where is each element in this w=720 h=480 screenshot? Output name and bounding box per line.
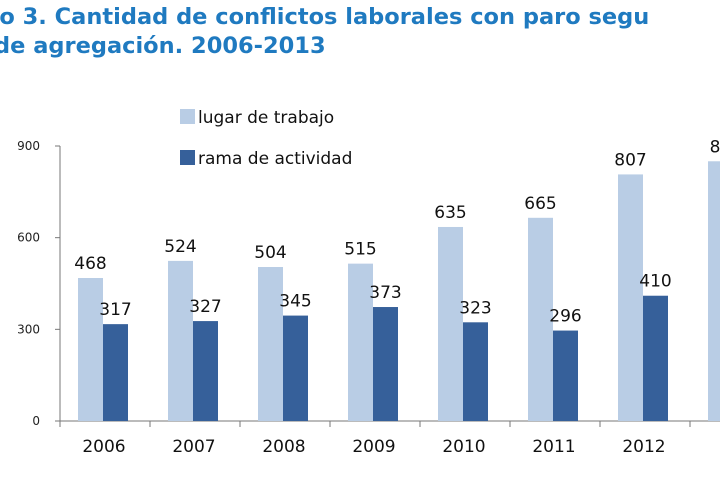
- y-tick-label: 600: [17, 231, 40, 245]
- bar-lugar-de-trabajo-2012: [618, 174, 643, 421]
- chart-title-line1: co 3. Cantidad de conflictos laborales c…: [0, 4, 650, 30]
- bar-rama-de-actividad-2010: [463, 322, 488, 421]
- bar-lugar-de-trabajo-2006: [78, 278, 103, 421]
- x-category-label: 2008: [262, 437, 305, 457]
- data-label: 345: [279, 292, 311, 312]
- data-label: 515: [344, 240, 376, 260]
- data-label: 410: [639, 272, 671, 292]
- data-label: 807: [614, 150, 646, 170]
- y-tick-label: 900: [17, 139, 40, 153]
- chart-title: co 3. Cantidad de conflictos laborales c…: [0, 0, 720, 64]
- data-label: 504: [254, 243, 286, 263]
- bar-lugar-de-trabajo-2010: [438, 226, 463, 421]
- x-category-label: 2012: [622, 437, 665, 457]
- bar-rama-de-actividad-2012: [643, 295, 668, 421]
- chart-title-line2: de agregación. 2006-2013: [0, 33, 326, 59]
- x-category-label: 2010: [442, 437, 485, 457]
- data-label: 317: [99, 300, 131, 320]
- x-category-label: 2009: [352, 437, 395, 457]
- bar-rama-de-actividad-2006: [103, 324, 128, 421]
- legend-label: rama de actividad: [198, 149, 352, 169]
- bar-lugar-de-trabajo-2011: [528, 217, 553, 421]
- data-label: 323: [459, 298, 491, 318]
- legend-swatch-rama-de-actividad: [180, 150, 195, 165]
- data-label: 635: [434, 203, 466, 223]
- legend-swatch-lugar-de-trabajo: [180, 109, 195, 124]
- x-category-label: 2007: [172, 437, 215, 457]
- bar-lugar-de-trabajo-2009: [348, 263, 373, 421]
- bar-rama-de-actividad-2008: [283, 315, 308, 421]
- bar-lugar-de-trabajo-2007: [168, 260, 193, 421]
- data-label: 524: [164, 237, 196, 257]
- data-label: 373: [369, 283, 401, 303]
- data-label: 296: [549, 307, 581, 327]
- x-category-label: 2006: [82, 437, 125, 457]
- data-label: 85: [710, 137, 720, 157]
- data-label: 665: [524, 194, 556, 214]
- bar-lugar-de-trabajo-2008: [258, 267, 283, 421]
- bar-lugar-de-trabajo-2013: [708, 161, 720, 421]
- y-tick-label: 0: [32, 414, 40, 428]
- data-label: 327: [189, 297, 221, 317]
- data-label: 468: [74, 254, 106, 274]
- bar-rama-de-actividad-2009: [373, 307, 398, 421]
- x-category-label: 2011: [532, 437, 575, 457]
- bar-rama-de-actividad-2007: [193, 321, 218, 421]
- y-tick-label: 300: [17, 322, 40, 336]
- bar-rama-de-actividad-2011: [553, 330, 578, 421]
- legend-label: lugar de trabajo: [198, 108, 334, 128]
